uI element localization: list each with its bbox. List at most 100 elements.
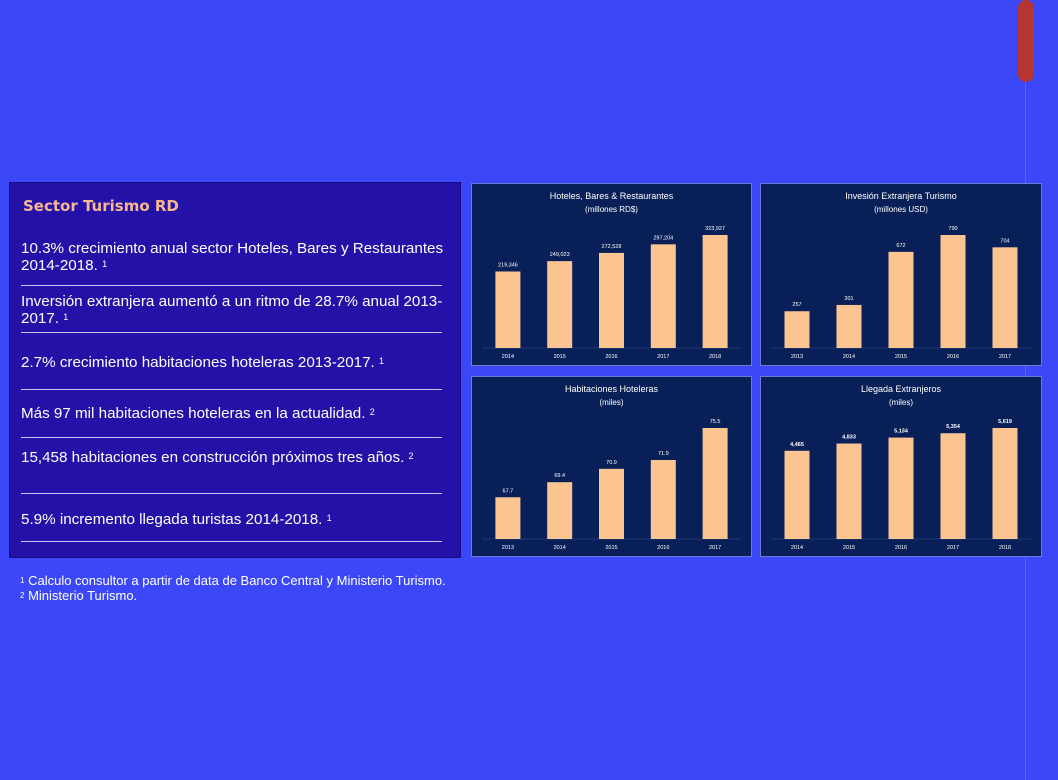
bullet-text: 5.9% incremento llegada turistas 2014-20…	[21, 511, 323, 528]
footnote-marker: 1	[102, 259, 108, 269]
bullet-construccion: 15,458 habitaciones en construcción próx…	[21, 449, 446, 466]
data-label: 790	[948, 226, 957, 232]
footnote-marker: 2	[369, 407, 375, 417]
x-tick-label: 2018	[999, 545, 1011, 551]
bar-2018	[992, 428, 1018, 539]
bar-2016	[650, 459, 676, 539]
bar-2014	[836, 304, 862, 348]
x-tick-label: 2018	[709, 354, 721, 360]
x-tick-label: 2014	[554, 545, 566, 551]
data-label: 4,833	[842, 435, 856, 441]
data-label: 297,204	[653, 235, 673, 241]
footnote-marker: 1	[63, 312, 69, 322]
x-tick-label: 2016	[895, 545, 907, 551]
footnote-marker: 2	[408, 451, 414, 461]
x-tick-label: 2017	[709, 545, 721, 551]
x-tick-label: 2014	[791, 545, 803, 551]
bar-2015	[836, 443, 862, 539]
bullet-llegada-turistas: 5.9% incremento llegada turistas 2014-20…	[21, 511, 446, 528]
chart-subtitle: (miles)	[889, 398, 913, 407]
chart-title: Llegada Extranjeros	[861, 384, 942, 394]
bullet-text: Inversión extranjera aumentó a un ritmo …	[21, 293, 443, 327]
x-tick-label: 2013	[502, 545, 514, 551]
x-tick-label: 2013	[791, 354, 803, 360]
chart-habitaciones-hoteleras: Habitaciones Hoteleras (miles) 67.7 2013 69.…	[471, 376, 752, 557]
bar-2016	[599, 252, 624, 348]
bar-2015	[888, 251, 914, 348]
bar-2014	[784, 450, 810, 539]
summary-panel: Sector Turismo RD 10.3% crecimiento anua…	[9, 182, 461, 558]
bullet-habitaciones-total: Más 97 mil habitaciones hoteleras en la …	[21, 405, 446, 422]
chart-title: Habitaciones Hoteleras	[565, 384, 659, 394]
chart-svg: Hoteles, Bares & Restaurantes (millones R…	[482, 191, 741, 360]
x-tick-label: 2016	[605, 354, 617, 360]
data-label: 5,134	[894, 429, 909, 435]
bullet-text: 10.3% crecimiento anual sector Hoteles, …	[21, 240, 444, 274]
bar-2013	[784, 311, 810, 348]
bullet-text: 15,458 habitaciones en construcción próx…	[21, 449, 405, 466]
x-tick-label: 2017	[657, 354, 669, 360]
x-tick-label: 2016	[947, 354, 959, 360]
bar-2016	[888, 437, 914, 539]
chart-title: Hoteles, Bares & Restaurantes	[550, 191, 674, 201]
bullet-text: Más 97 mil habitaciones hoteleras en la …	[21, 405, 366, 422]
x-tick-label: 2015	[554, 354, 566, 360]
chart-title: Invesión Extranjera Turismo	[845, 191, 957, 201]
x-tick-label: 2015	[605, 545, 617, 551]
chart-svg: Invesión Extranjera Turismo (millones USD…	[771, 191, 1031, 360]
data-label: 71.9	[658, 451, 669, 457]
data-label: 67.7	[503, 488, 514, 494]
divider	[21, 332, 442, 333]
divider	[21, 541, 442, 542]
divider	[21, 389, 442, 390]
x-tick-label: 2015	[843, 545, 855, 551]
bar-2013	[495, 497, 521, 539]
bar-2015	[547, 261, 573, 348]
divider	[21, 437, 442, 438]
x-tick-label: 2014	[843, 354, 855, 360]
footnote-marker: 1	[379, 356, 385, 366]
data-label: 704	[1000, 238, 1009, 244]
bar-2016	[940, 235, 966, 348]
scroll-thumb[interactable]	[1018, 0, 1034, 82]
bar-2014	[547, 482, 573, 539]
footnotes: 1 Calculo consultor a partir de data de …	[20, 573, 446, 603]
footnote-1: 1 Calculo consultor a partir de data de …	[20, 573, 446, 588]
bar-2017	[702, 428, 728, 539]
bar-2014	[495, 271, 521, 348]
footnote-marker: 2	[20, 591, 25, 600]
x-tick-label: 2017	[947, 545, 959, 551]
x-tick-label: 2014	[502, 354, 514, 360]
divider	[21, 493, 442, 494]
footnote-text: Calculo consultor a partir de data de Ba…	[28, 573, 446, 588]
bullet-habitaciones-growth: 2.7% crecimiento habitaciones hoteleras …	[21, 354, 446, 371]
data-label: 4,465	[790, 442, 804, 448]
data-label: 69.4	[554, 473, 565, 479]
data-label: 249,023	[550, 252, 570, 258]
chart-svg: Habitaciones Hoteleras (miles) 67.7 2013 69.…	[482, 384, 741, 551]
data-label: 301	[844, 296, 853, 302]
divider	[21, 285, 442, 286]
data-label: 272,528	[602, 244, 622, 250]
data-label: 672	[896, 243, 905, 249]
bullet-inversion: Inversión extranjera aumentó a un ritmo …	[21, 293, 446, 327]
x-tick-label: 2015	[895, 354, 907, 360]
chart-subtitle: (millones USD)	[874, 205, 928, 214]
bar-2017	[992, 247, 1018, 348]
chart-inversion-extranjera: Invesión Extranjera Turismo (millones USD…	[760, 183, 1042, 366]
chart-hoteles-bares-restaurantes: Hoteles, Bares & Restaurantes (millones R…	[471, 183, 752, 366]
footnote-marker: 1	[20, 576, 25, 585]
chart-svg: Llegada Extranjeros (miles) 4,465 2014 4,833…	[771, 384, 1031, 551]
bar-2015	[599, 468, 624, 539]
footnote-text: Ministerio Turismo.	[28, 588, 138, 603]
data-label: 257	[792, 302, 801, 308]
data-label: 75.5	[710, 419, 721, 425]
chart-llegada-extranjeros: Llegada Extranjeros (miles) 4,465 2014 4,833…	[760, 376, 1042, 557]
x-tick-label: 2016	[657, 545, 669, 551]
data-label: 70.9	[606, 460, 617, 466]
x-tick-label: 2017	[999, 354, 1011, 360]
bullet-text: 2.7% crecimiento habitaciones hoteleras …	[21, 354, 375, 371]
bar-2018	[702, 235, 728, 348]
data-label: 219,346	[498, 262, 518, 268]
bar-2017	[650, 244, 676, 348]
